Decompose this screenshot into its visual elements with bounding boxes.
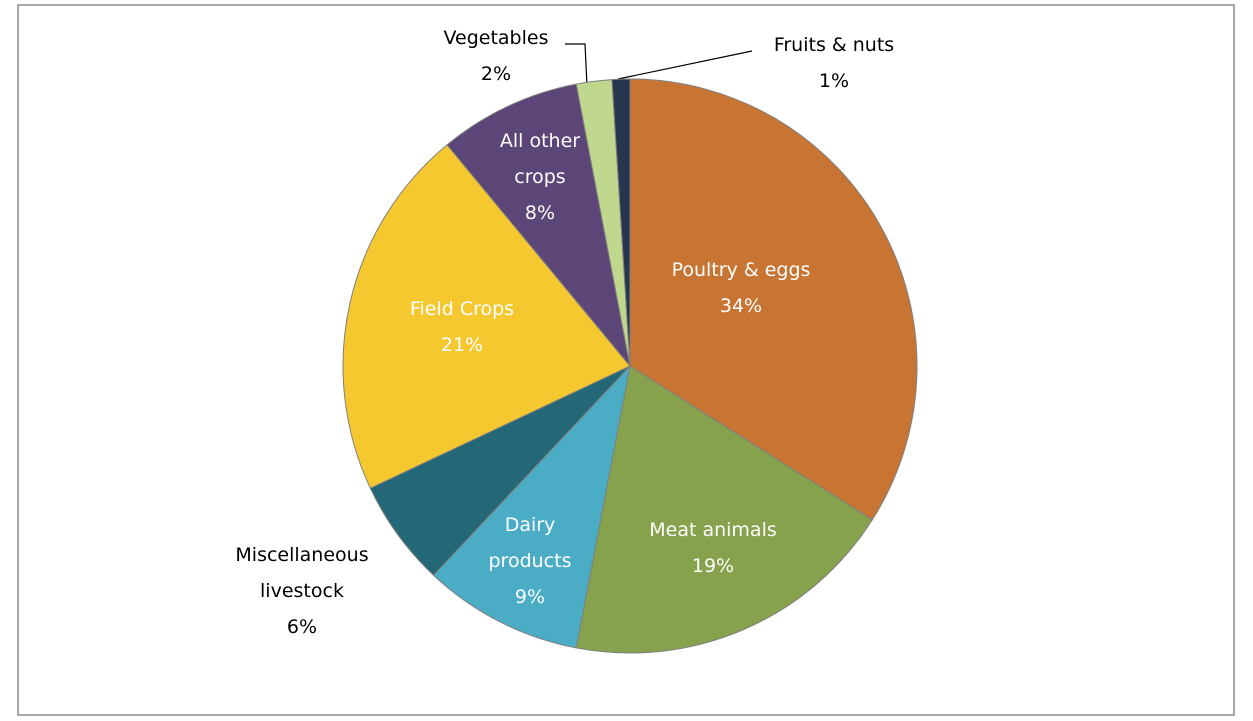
value-label: 6% [286,616,318,638]
leader-line [617,50,753,80]
value-label: 9% [514,586,546,608]
slice-label: Dairy products 9% [475,507,585,615]
pie-slice [446,83,631,367]
slice-label: All other crops 8% [490,123,590,231]
category-label: Poultry & eggs [671,259,811,281]
pie-slice [629,78,918,521]
pie-slice [575,365,874,654]
category-label: Fruits & nuts [773,34,895,56]
category-label: Meat animals [649,519,777,541]
category-label: Miscellaneous livestock [235,544,369,602]
category-label: Field Crops [409,298,515,320]
pie-slice [432,364,631,649]
value-label: 8% [524,202,556,224]
slice-label: Miscellaneous livestock 6% [222,537,382,645]
leader-line [565,43,588,87]
chart-frame [17,4,1235,716]
pie-slice [611,78,631,367]
slice-label: Vegetables 2% [416,20,576,92]
value-label: 19% [691,555,735,577]
value-label: 21% [440,334,484,356]
value-label: 2% [480,63,512,85]
value-label: 34% [719,295,763,317]
category-label: Dairy products [488,514,572,572]
slice-label: Field Crops 21% [382,291,542,363]
category-label: All other crops [499,130,581,188]
value-label: 1% [818,70,850,92]
slice-label: Meat animals 19% [613,512,813,584]
slice-label: Poultry & eggs 34% [631,252,851,324]
pie-slice [342,144,631,489]
category-label: Vegetables [443,27,549,49]
slice-label: Fruits & nuts 1% [744,27,924,99]
